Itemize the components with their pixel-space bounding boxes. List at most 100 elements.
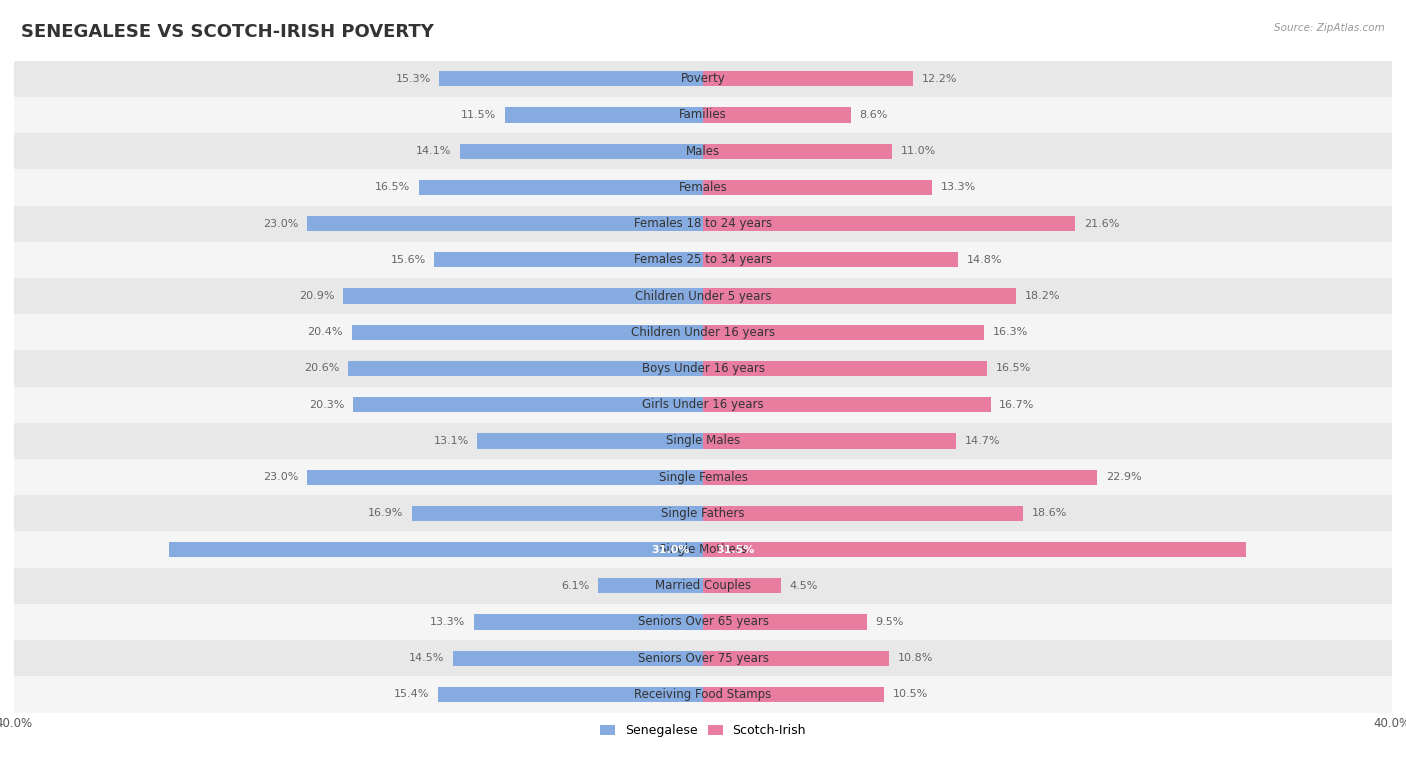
Text: 8.6%: 8.6% (859, 110, 889, 120)
Bar (703, 108, 851, 123)
Text: Seniors Over 75 years: Seniors Over 75 years (637, 652, 769, 665)
Text: 14.7%: 14.7% (965, 436, 1000, 446)
Text: 18.6%: 18.6% (1032, 509, 1067, 518)
Text: Children Under 5 years: Children Under 5 years (634, 290, 772, 302)
Text: 21.6%: 21.6% (1084, 218, 1119, 229)
Text: Single Fathers: Single Fathers (661, 507, 745, 520)
Text: Receiving Food Stamps: Receiving Food Stamps (634, 688, 772, 701)
Bar (703, 650, 889, 666)
Bar (505, 108, 703, 123)
Text: Married Couples: Married Couples (655, 579, 751, 592)
Bar (14, 423, 1392, 459)
Text: Children Under 16 years: Children Under 16 years (631, 326, 775, 339)
Text: 11.0%: 11.0% (901, 146, 936, 156)
Text: 20.4%: 20.4% (308, 327, 343, 337)
Bar (14, 278, 1392, 314)
Text: Girls Under 16 years: Girls Under 16 years (643, 398, 763, 411)
Text: Females: Females (679, 181, 727, 194)
Bar (453, 650, 703, 666)
Bar (703, 687, 884, 702)
Text: 10.5%: 10.5% (893, 690, 928, 700)
Text: 15.3%: 15.3% (395, 74, 430, 83)
Bar (14, 495, 1392, 531)
Text: 13.3%: 13.3% (941, 183, 976, 193)
Bar (14, 169, 1392, 205)
Bar (14, 604, 1392, 640)
Text: Families: Families (679, 108, 727, 121)
Bar (14, 205, 1392, 242)
Text: 16.9%: 16.9% (368, 509, 404, 518)
Bar (14, 61, 1392, 97)
Text: 20.9%: 20.9% (299, 291, 335, 301)
Bar (703, 578, 780, 594)
Bar (703, 506, 1024, 521)
Text: Seniors Over 65 years: Seniors Over 65 years (637, 615, 769, 628)
Text: 16.7%: 16.7% (1000, 399, 1035, 409)
Bar (703, 542, 1246, 557)
Bar (349, 361, 703, 376)
Bar (353, 397, 703, 412)
Bar (703, 143, 893, 158)
Bar (474, 615, 703, 630)
Bar (703, 289, 1017, 304)
Bar (307, 216, 703, 231)
Text: 22.9%: 22.9% (1107, 472, 1142, 482)
Text: 31.0%: 31.0% (651, 544, 689, 555)
Bar (419, 180, 703, 195)
Text: Single Mothers: Single Mothers (659, 543, 747, 556)
Bar (14, 459, 1392, 495)
Text: 4.5%: 4.5% (789, 581, 817, 590)
Text: Single Females: Single Females (658, 471, 748, 484)
Bar (440, 71, 703, 86)
Bar (703, 361, 987, 376)
Text: 18.2%: 18.2% (1025, 291, 1060, 301)
Text: 31.5%: 31.5% (717, 544, 755, 555)
Bar (703, 469, 1098, 484)
Bar (14, 314, 1392, 350)
Text: 15.4%: 15.4% (394, 690, 429, 700)
Text: 11.5%: 11.5% (461, 110, 496, 120)
Bar (352, 324, 703, 340)
Bar (703, 615, 866, 630)
Bar (14, 350, 1392, 387)
Text: 16.5%: 16.5% (995, 364, 1031, 374)
Bar (14, 640, 1392, 676)
Text: 13.1%: 13.1% (433, 436, 468, 446)
Text: 14.8%: 14.8% (966, 255, 1002, 265)
Bar (703, 252, 957, 268)
Text: Boys Under 16 years: Boys Under 16 years (641, 362, 765, 375)
Text: Single Males: Single Males (666, 434, 740, 447)
Text: 16.3%: 16.3% (993, 327, 1028, 337)
Text: 15.6%: 15.6% (391, 255, 426, 265)
Bar (14, 531, 1392, 568)
Bar (703, 180, 932, 195)
Bar (703, 324, 984, 340)
Legend: Senegalese, Scotch-Irish: Senegalese, Scotch-Irish (595, 719, 811, 742)
Bar (14, 97, 1392, 133)
Text: 10.8%: 10.8% (897, 653, 934, 663)
Bar (703, 216, 1076, 231)
Bar (412, 506, 703, 521)
Bar (434, 252, 703, 268)
Text: SENEGALESE VS SCOTCH-IRISH POVERTY: SENEGALESE VS SCOTCH-IRISH POVERTY (21, 23, 434, 41)
Text: 14.1%: 14.1% (416, 146, 451, 156)
Bar (14, 242, 1392, 278)
Text: 16.5%: 16.5% (375, 183, 411, 193)
Text: Source: ZipAtlas.com: Source: ZipAtlas.com (1274, 23, 1385, 33)
Text: 13.3%: 13.3% (430, 617, 465, 627)
Text: Poverty: Poverty (681, 72, 725, 85)
Bar (437, 687, 703, 702)
Bar (14, 387, 1392, 423)
Bar (169, 542, 703, 557)
Bar (14, 133, 1392, 169)
Text: Females 25 to 34 years: Females 25 to 34 years (634, 253, 772, 266)
Text: 23.0%: 23.0% (263, 472, 298, 482)
Text: 9.5%: 9.5% (875, 617, 904, 627)
Bar (598, 578, 703, 594)
Text: 20.3%: 20.3% (309, 399, 344, 409)
Text: Males: Males (686, 145, 720, 158)
Text: 20.6%: 20.6% (304, 364, 340, 374)
Bar (703, 434, 956, 449)
Text: Females 18 to 24 years: Females 18 to 24 years (634, 217, 772, 230)
Text: 14.5%: 14.5% (409, 653, 444, 663)
